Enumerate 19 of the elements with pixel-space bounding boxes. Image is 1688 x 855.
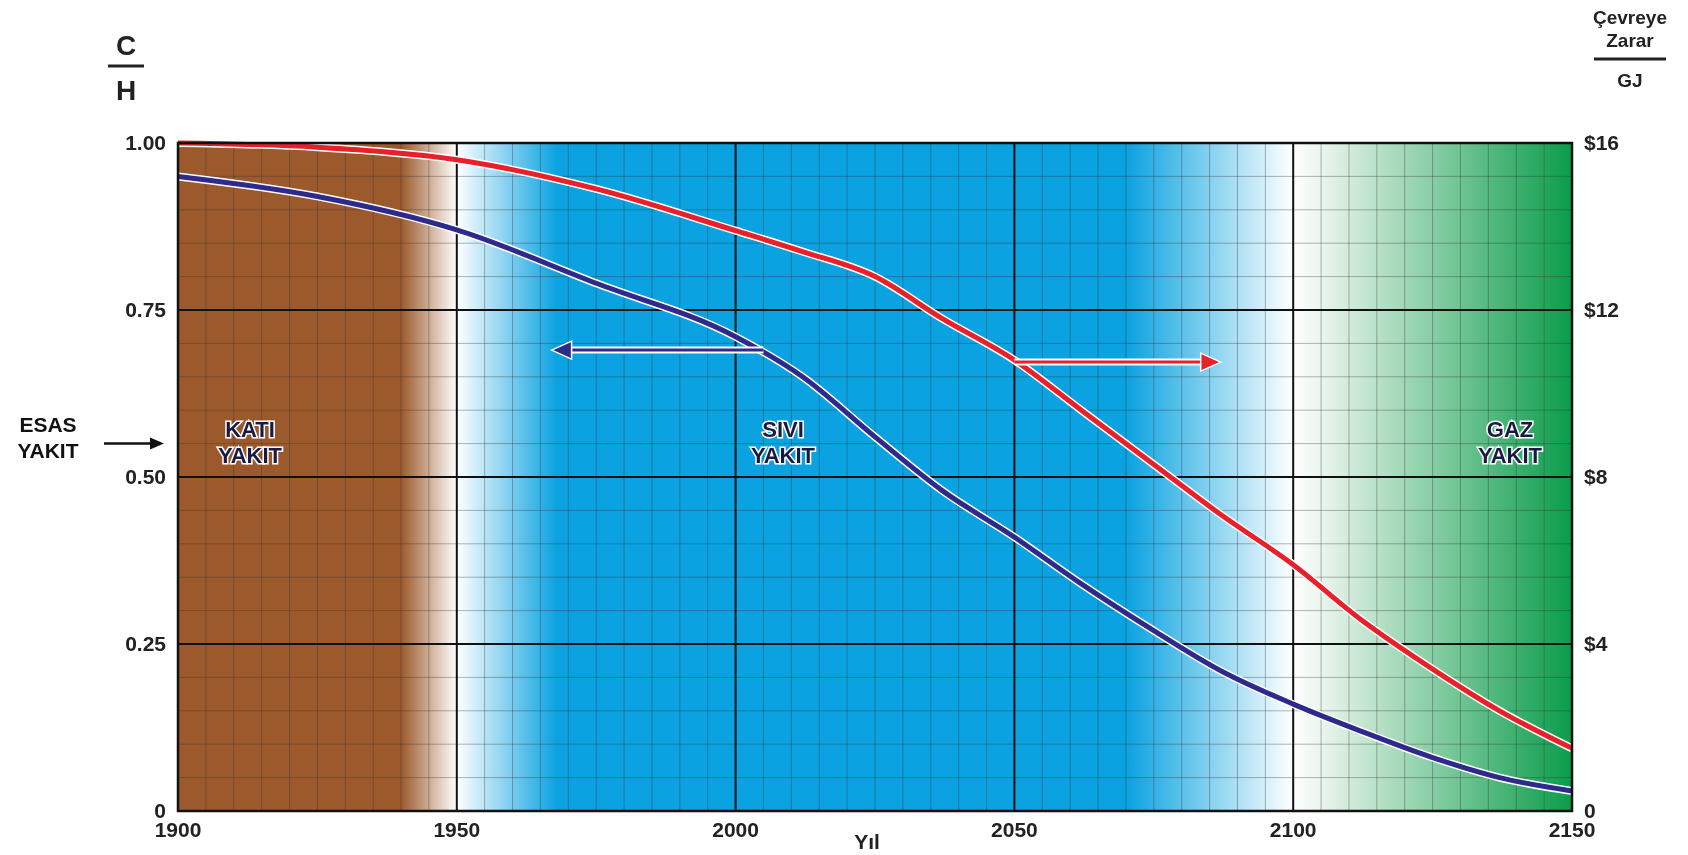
x-tick-label: 2100: [1269, 818, 1317, 841]
y-tick-label: 0.25: [125, 632, 167, 655]
x-axis-title: Yıl: [854, 830, 880, 853]
y2-tick-label: $12: [1584, 298, 1620, 321]
text: ESAS YAKIT: [17, 413, 79, 463]
y-tick-label: 0.75: [125, 298, 167, 321]
band-label: GAZ YAKIT: [1478, 416, 1543, 468]
y2-tick-label: $4: [1584, 632, 1608, 655]
y-axis-title: C H: [115, 30, 137, 106]
y-tick-label: 0.50: [125, 465, 166, 488]
band-label: SIVI YAKIT: [751, 416, 816, 468]
y2-axis-title: Çevreye Zarar GJ: [1593, 7, 1667, 91]
y2-tick-label: $16: [1584, 131, 1620, 154]
y2-tick-label: $8: [1584, 465, 1608, 488]
x-tick-label: 2000: [712, 818, 759, 841]
x-tick-label: 1950: [433, 818, 481, 841]
y-tick-label: 1.00: [125, 131, 166, 154]
band-label: KATI YAKIT: [218, 416, 283, 468]
x-tick-label: 2050: [991, 818, 1038, 841]
